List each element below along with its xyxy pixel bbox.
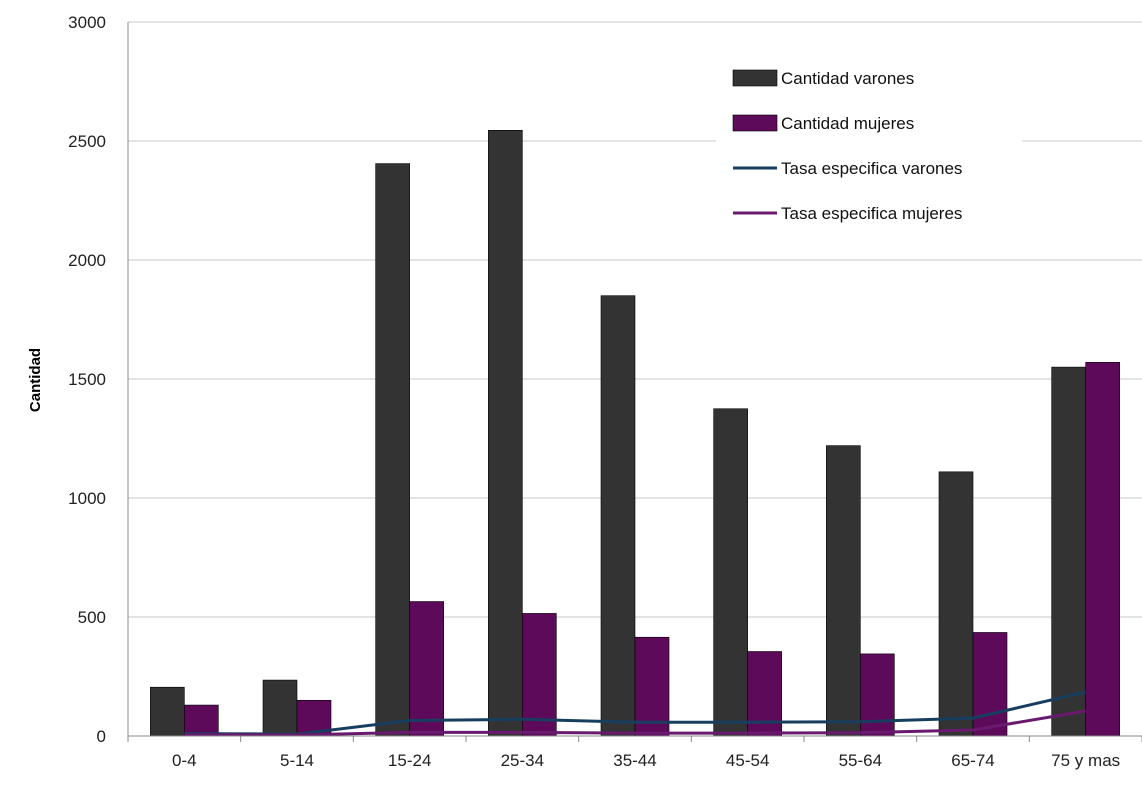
legend-label: Tasa especifica mujeres <box>781 204 962 223</box>
legend-swatch <box>732 114 778 132</box>
x-tick-label: 0-4 <box>172 751 197 770</box>
bar-cantidad-mujeres <box>522 613 557 737</box>
y-tick-labels: 0 500 1000 1500 2000 2500 3000 <box>68 13 106 746</box>
x-tick-label: 65-74 <box>951 751 994 770</box>
legend-label: Cantidad mujeres <box>781 114 914 133</box>
bar-cantidad-varones <box>262 679 298 737</box>
y-tick-label: 500 <box>78 608 106 627</box>
bar-cantidad-mujeres <box>409 601 444 737</box>
x-tick-label: 35-44 <box>613 751 656 770</box>
y-tick-label: 3000 <box>68 13 106 32</box>
y-tick-label: 0 <box>97 727 106 746</box>
bar-cantidad-varones <box>150 686 185 737</box>
legend-label: Cantidad varones <box>781 69 914 88</box>
bar-cantidad-mujeres <box>1085 362 1120 737</box>
y-tick-label: 2500 <box>68 132 106 151</box>
line-tasa-especifica-mujeres <box>184 709 1086 737</box>
bar-cantidad-varones <box>938 471 974 737</box>
legend-box <box>716 56 1022 242</box>
axes <box>127 22 1142 742</box>
y-axis-label: Cantidad <box>27 348 44 412</box>
x-tick-label: 15-24 <box>388 751 431 770</box>
x-tick-label: 25-34 <box>501 751 544 770</box>
x-tick-label: 55-64 <box>839 751 882 770</box>
x-tick-labels: 0-4 5-14 15-24 25-34 35-44 45-54 55-64 65-74 75 … <box>172 751 1120 770</box>
bar-cantidad-varones <box>375 163 410 737</box>
bar-cantidad-mujeres <box>634 636 670 737</box>
bar-cantidad-varones <box>600 295 636 737</box>
bar-cantidad-mujeres <box>860 653 895 737</box>
y-tick-label: 2000 <box>68 251 106 270</box>
x-tick-label: 5-14 <box>280 751 314 770</box>
bar-cantidad-mujeres <box>972 632 1008 737</box>
bar-cantidad-varones <box>713 408 748 737</box>
series-lines <box>184 690 1087 737</box>
bar-cantidad-varones <box>826 445 861 737</box>
line-tasa-especifica-varones <box>184 690 1087 736</box>
y-tick-label: 1000 <box>68 489 106 508</box>
y-tick-label: 1500 <box>68 370 106 389</box>
legend-label: Tasa especifica varones <box>781 159 962 178</box>
bars <box>150 129 1120 737</box>
legend: Cantidad varones Cantidad mujeres Tasa esp… <box>716 56 1022 242</box>
x-tick-label: 45-54 <box>726 751 769 770</box>
bar-cantidad-mujeres <box>184 704 219 737</box>
bar-cantidad-varones <box>488 129 523 737</box>
bar-cantidad-varones <box>1051 366 1086 737</box>
legend-swatch <box>732 69 778 87</box>
x-tick-label: 75 y mas <box>1051 751 1120 770</box>
